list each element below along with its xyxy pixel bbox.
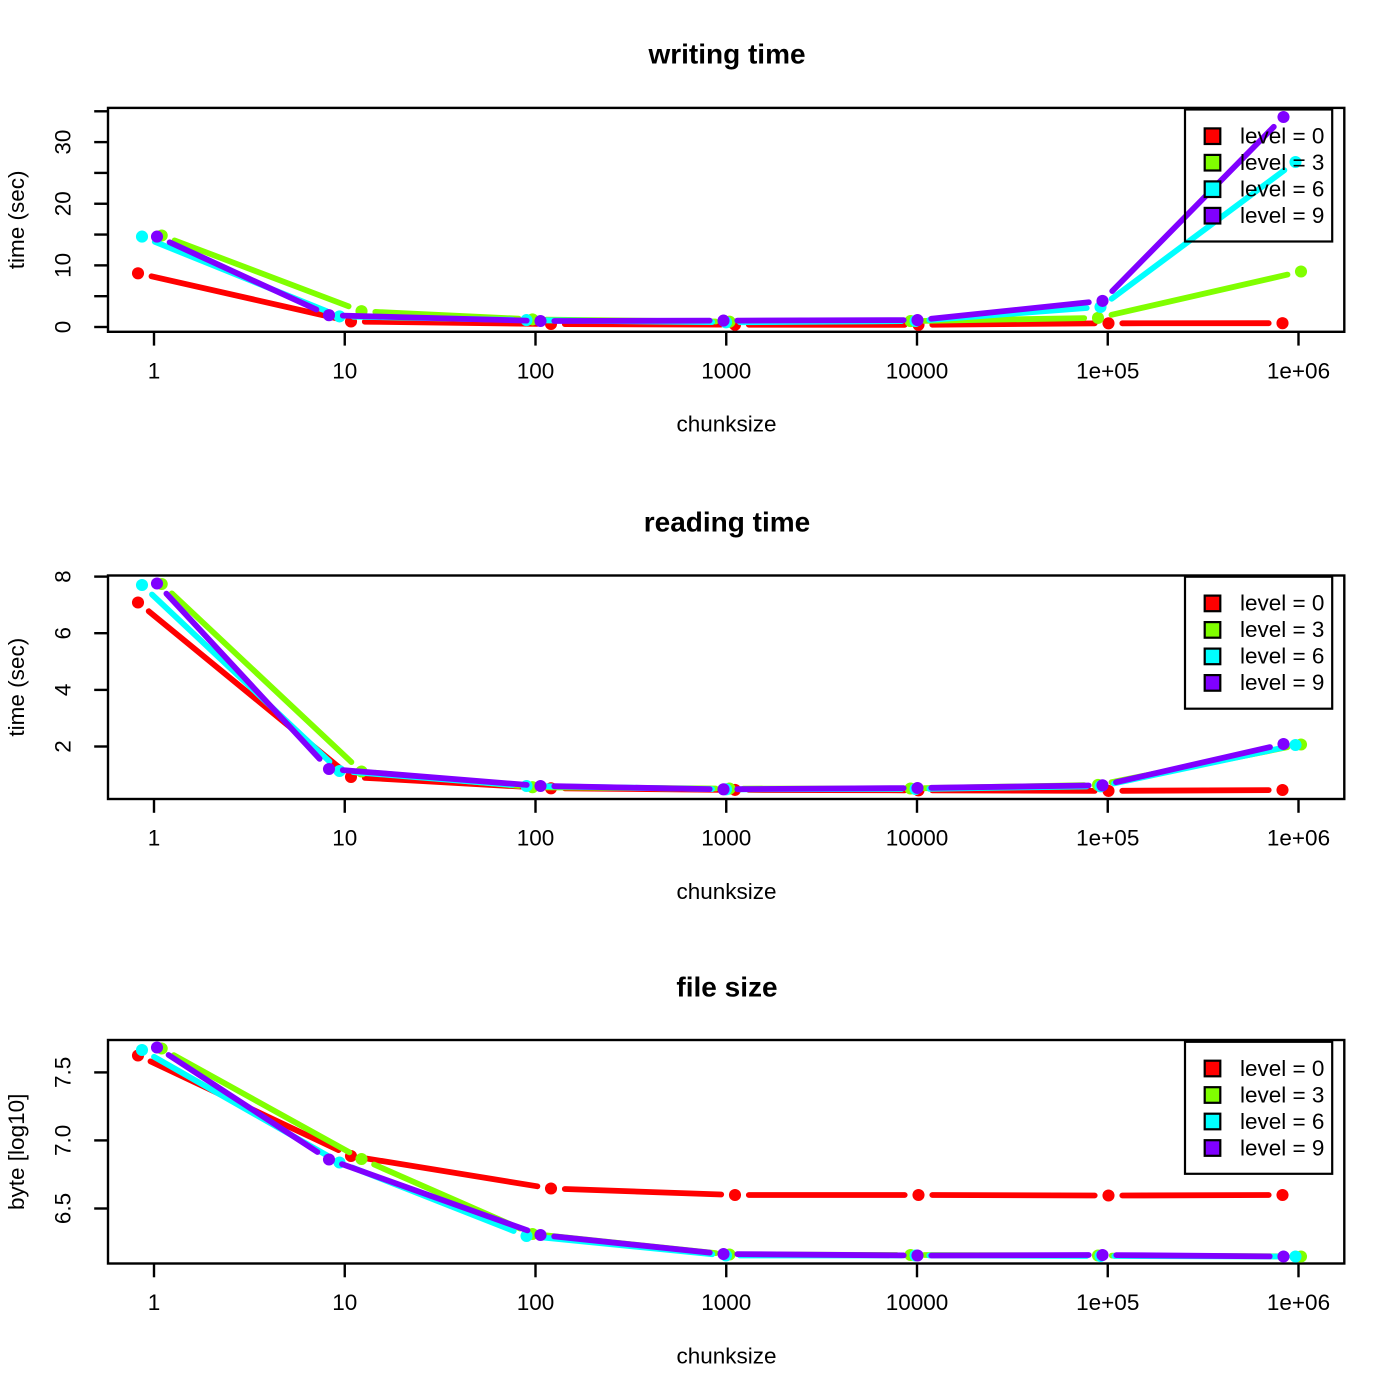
svg-text:reading time: reading time [644, 507, 810, 538]
svg-text:6.5: 6.5 [50, 1193, 75, 1224]
svg-text:level = 0: level = 0 [1240, 591, 1324, 616]
svg-text:1: 1 [148, 1290, 161, 1315]
svg-text:level = 9: level = 9 [1240, 203, 1324, 228]
svg-text:10: 10 [332, 1290, 357, 1315]
svg-text:7.0: 7.0 [50, 1125, 75, 1156]
svg-text:10000: 10000 [886, 1290, 949, 1315]
svg-text:1e+05: 1e+05 [1076, 359, 1139, 384]
svg-text:time (sec): time (sec) [4, 171, 29, 270]
svg-text:level = 3: level = 3 [1240, 617, 1324, 642]
svg-text:level = 0: level = 0 [1240, 124, 1324, 149]
svg-text:20: 20 [50, 191, 75, 216]
svg-text:1000: 1000 [701, 1290, 751, 1315]
svg-text:100: 100 [517, 359, 555, 384]
svg-text:1e+06: 1e+06 [1267, 1290, 1330, 1315]
svg-text:10: 10 [332, 826, 357, 851]
svg-text:file size: file size [676, 972, 777, 1003]
svg-text:10000: 10000 [886, 826, 949, 851]
svg-text:1000: 1000 [701, 359, 751, 384]
svg-text:level = 6: level = 6 [1240, 1109, 1324, 1134]
svg-text:chunksize: chunksize [676, 1343, 776, 1368]
svg-text:100: 100 [517, 1290, 555, 1315]
svg-text:8: 8 [50, 570, 75, 583]
svg-text:level = 6: level = 6 [1240, 644, 1324, 669]
svg-text:1e+06: 1e+06 [1267, 826, 1330, 851]
svg-text:level = 3: level = 3 [1240, 1082, 1324, 1107]
svg-text:10: 10 [50, 253, 75, 278]
svg-text:level = 9: level = 9 [1240, 1135, 1324, 1160]
svg-text:0: 0 [50, 321, 75, 334]
svg-text:2: 2 [50, 740, 75, 753]
svg-text:chunksize: chunksize [676, 879, 776, 904]
svg-text:level = 9: level = 9 [1240, 670, 1324, 695]
svg-text:6: 6 [50, 627, 75, 640]
svg-text:10: 10 [332, 359, 357, 384]
svg-text:1: 1 [148, 359, 161, 384]
svg-text:1000: 1000 [701, 826, 751, 851]
svg-text:chunksize: chunksize [676, 412, 776, 437]
svg-text:time (sec): time (sec) [4, 638, 29, 737]
svg-text:level = 3: level = 3 [1240, 150, 1324, 175]
svg-text:7.5: 7.5 [50, 1057, 75, 1088]
svg-text:1e+06: 1e+06 [1267, 359, 1330, 384]
svg-text:1e+05: 1e+05 [1076, 826, 1139, 851]
svg-text:10000: 10000 [886, 359, 949, 384]
svg-text:byte [log10]: byte [log10] [4, 1094, 29, 1210]
svg-text:level = 0: level = 0 [1240, 1056, 1324, 1081]
svg-text:1e+05: 1e+05 [1076, 1290, 1139, 1315]
svg-text:1: 1 [148, 826, 161, 851]
svg-text:level = 6: level = 6 [1240, 177, 1324, 202]
svg-text:writing time: writing time [647, 39, 805, 70]
svg-text:4: 4 [50, 684, 75, 697]
svg-text:30: 30 [50, 130, 75, 155]
svg-text:100: 100 [517, 826, 555, 851]
